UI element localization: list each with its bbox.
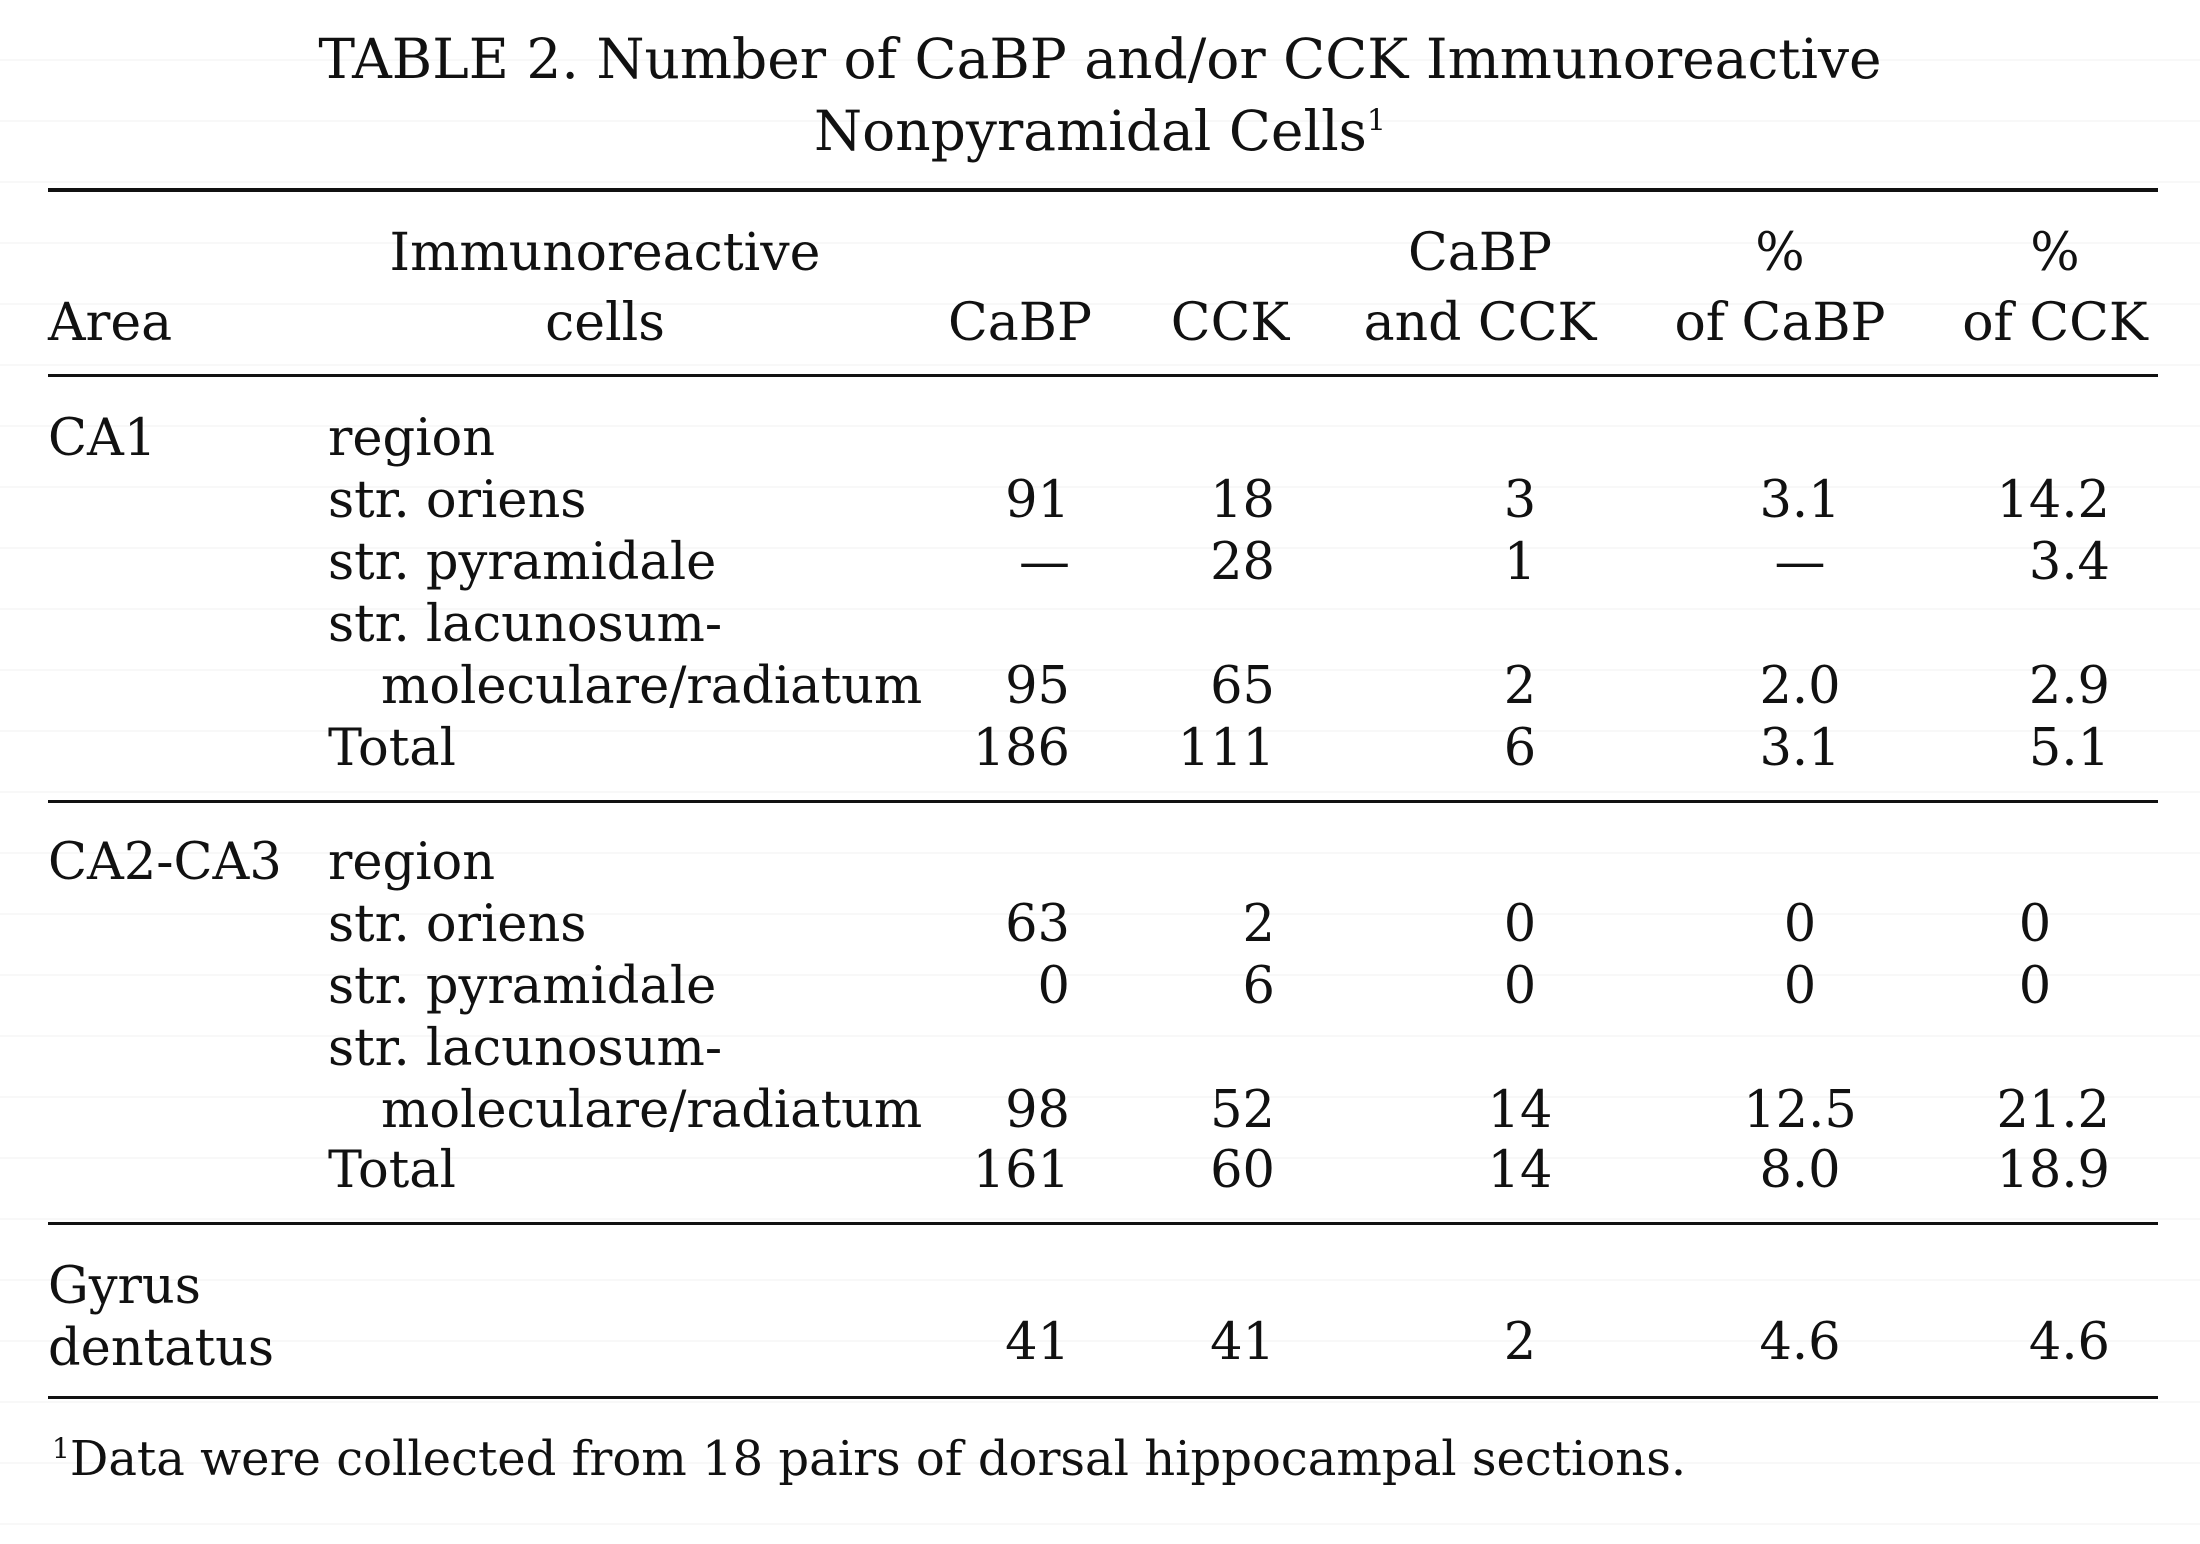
cell-pc-cabp: 3.1 bbox=[1759, 471, 1841, 530]
bottom-rule bbox=[48, 1396, 2158, 1399]
header-cells-line1: Immunoreactive bbox=[389, 223, 821, 283]
area-gyrus-line1: Gyrus bbox=[48, 1257, 201, 1316]
cell-both: 1 bbox=[1503, 533, 1537, 592]
cell-cabp: 161 bbox=[972, 1141, 1070, 1200]
region-label: region bbox=[328, 833, 496, 892]
cell-cabp: 186 bbox=[972, 719, 1070, 778]
cell-pc-cck: 5.1 bbox=[2028, 719, 2110, 778]
cell-pc-cck: 3.4 bbox=[2028, 533, 2110, 592]
title-footnote-marker: 1 bbox=[1366, 103, 1386, 139]
header-pc-cck-line1: % bbox=[2030, 223, 2080, 283]
cell-pc-cabp: 2.0 bbox=[1759, 657, 1841, 716]
row-label-total: Total bbox=[328, 719, 456, 778]
cell-cck: 111 bbox=[1177, 719, 1275, 778]
cell-both: 0 bbox=[1503, 895, 1537, 954]
header-both-line1: CaBP bbox=[1408, 223, 1552, 283]
cell-cabp: 98 bbox=[1005, 1081, 1070, 1140]
cell-cabp: 41 bbox=[1005, 1313, 1070, 1372]
cell-both: 6 bbox=[1503, 719, 1537, 778]
row-label-line1: str. lacunosum- bbox=[328, 595, 723, 654]
row-label: str. oriens bbox=[328, 471, 587, 530]
table-title-line2: Nonpyramidal Cells1 bbox=[0, 96, 2200, 166]
header-cells-line2: cells bbox=[545, 293, 665, 353]
row-label: str. pyramidale bbox=[328, 957, 717, 1016]
cell-pc-cabp: 4.6 bbox=[1759, 1313, 1841, 1372]
cell-pc-cck: 0 bbox=[2018, 957, 2052, 1016]
row-label: str. pyramidale bbox=[328, 533, 717, 592]
table-title: TABLE 2. Number of CaBP and/or CCK Immun… bbox=[318, 27, 1882, 91]
cell-cck: 2 bbox=[1242, 895, 1275, 954]
cell-pc-cabp: 8.0 bbox=[1759, 1141, 1841, 1200]
cell-pc-cck: 18.9 bbox=[1996, 1141, 2110, 1200]
footnote-text: Data were collected from 18 pairs of dor… bbox=[69, 1431, 1687, 1487]
row-label: moleculare/radiatum bbox=[381, 657, 923, 716]
cell-both: 14 bbox=[1487, 1141, 1553, 1200]
cell-pc-cabp: 0 bbox=[1783, 895, 1817, 954]
cell-cabp: 63 bbox=[1005, 895, 1070, 954]
cell-both: 14 bbox=[1487, 1081, 1553, 1140]
section-rule bbox=[48, 1222, 2158, 1225]
section-rule bbox=[48, 800, 2158, 803]
cell-pc-cck: 14.2 bbox=[1996, 471, 2110, 530]
row-label-line1: str. lacunosum- bbox=[328, 1019, 723, 1078]
cell-both: 2 bbox=[1503, 657, 1537, 716]
top-rule bbox=[48, 188, 2158, 192]
cell-both: 2 bbox=[1503, 1313, 1537, 1372]
row-label: str. oriens bbox=[328, 895, 587, 954]
cell-cck: 18 bbox=[1210, 471, 1275, 530]
cell-cabp: 0 bbox=[1037, 957, 1070, 1016]
cell-pc-cck: 0 bbox=[2018, 895, 2052, 954]
header-both-line2: and CCK bbox=[1363, 293, 1597, 353]
cell-cck: 60 bbox=[1210, 1141, 1275, 1200]
header-area: Area bbox=[48, 293, 173, 353]
cell-cck: 28 bbox=[1210, 533, 1275, 592]
cell-pc-cck: 4.6 bbox=[2028, 1313, 2110, 1372]
cell-pc-cabp: 12.5 bbox=[1743, 1081, 1857, 1140]
cell-cabp: 95 bbox=[1005, 657, 1070, 716]
cell-cck: 41 bbox=[1210, 1313, 1275, 1372]
cell-pc-cck: 2.9 bbox=[2028, 657, 2110, 716]
row-label: moleculare/radiatum bbox=[381, 1081, 923, 1140]
area-ca1: CA1 bbox=[48, 409, 157, 468]
table-title-text: Nonpyramidal Cells bbox=[814, 99, 1367, 163]
area-ca2-ca3: CA2-CA3 bbox=[48, 833, 282, 892]
cell-cabp: 91 bbox=[1005, 471, 1070, 530]
header-pc-cck-line2: of CCK bbox=[1962, 293, 2148, 353]
cell-pc-cck: 21.2 bbox=[1996, 1081, 2110, 1140]
table-footnote: 1Data were collected from 18 pairs of do… bbox=[52, 1428, 1686, 1490]
cell-cck: 52 bbox=[1210, 1081, 1275, 1140]
header-pc-cabp-line1: % bbox=[1755, 223, 1805, 283]
row-label-total: Total bbox=[328, 1141, 456, 1200]
header-cabp: CaBP bbox=[948, 293, 1092, 353]
region-label: region bbox=[328, 409, 496, 468]
footnote-marker: 1 bbox=[52, 1432, 70, 1465]
cell-cabp: — bbox=[1019, 533, 1070, 592]
cell-cck: 6 bbox=[1242, 957, 1275, 1016]
cell-pc-cabp: — bbox=[1774, 533, 1826, 592]
cell-pc-cabp: 3.1 bbox=[1759, 719, 1841, 778]
cell-both: 0 bbox=[1503, 957, 1537, 1016]
cell-cck: 65 bbox=[1210, 657, 1275, 716]
header-rule bbox=[48, 374, 2158, 377]
header-pc-cabp-line2: of CaBP bbox=[1674, 293, 1886, 353]
header-cck: CCK bbox=[1170, 293, 1290, 353]
cell-pc-cabp: 0 bbox=[1783, 957, 1817, 1016]
area-gyrus-line2: dentatus bbox=[48, 1319, 275, 1378]
cell-both: 3 bbox=[1503, 471, 1537, 530]
